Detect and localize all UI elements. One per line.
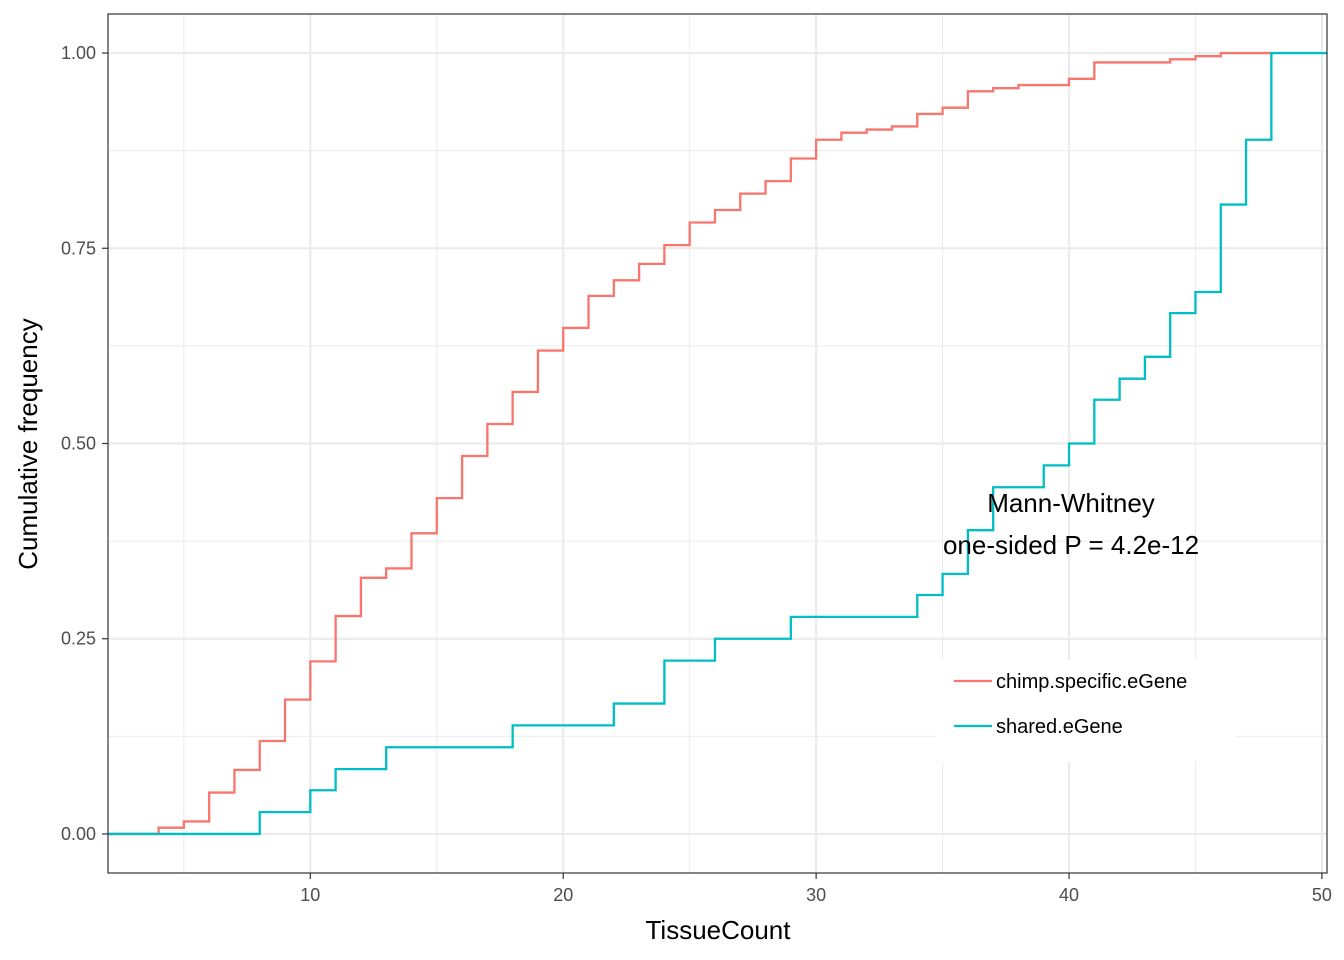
y-tick-label: 0.50 (61, 434, 96, 454)
y-axis-title: Cumulative frequency (13, 318, 43, 569)
legend-background (936, 660, 1236, 762)
y-axis: 0.00 0.25 0.50 0.75 1.00 (61, 43, 108, 844)
annotation-test-name: Mann-Whitney (987, 488, 1155, 518)
x-tick-label: 20 (553, 885, 573, 905)
y-tick-label: 0.00 (61, 824, 96, 844)
y-tick-label: 0.75 (61, 238, 96, 258)
x-tick-label: 40 (1059, 885, 1079, 905)
x-axis: 10 20 30 40 50 (300, 873, 1332, 905)
annotation-p-value: one-sided P = 4.2e-12 (943, 530, 1199, 560)
series-shared-egene-line (108, 51, 1327, 836)
series-lines (108, 51, 1327, 836)
y-tick-label: 1.00 (61, 43, 96, 63)
legend: chimp.specific.eGene shared.eGene (936, 660, 1236, 762)
annotation: Mann-Whitney one-sided P = 4.2e-12 (943, 488, 1199, 560)
x-axis-title: TissueCount (646, 915, 792, 945)
legend-label-shared-egene: shared.eGene (996, 716, 1123, 738)
series-chimp-specific-egene-line (108, 51, 1272, 836)
legend-label-chimp-specific-egene: chimp.specific.eGene (996, 671, 1187, 693)
x-tick-label: 50 (1312, 885, 1332, 905)
y-tick-label: 0.25 (61, 629, 96, 649)
x-tick-label: 30 (806, 885, 826, 905)
x-tick-label: 10 (300, 885, 320, 905)
